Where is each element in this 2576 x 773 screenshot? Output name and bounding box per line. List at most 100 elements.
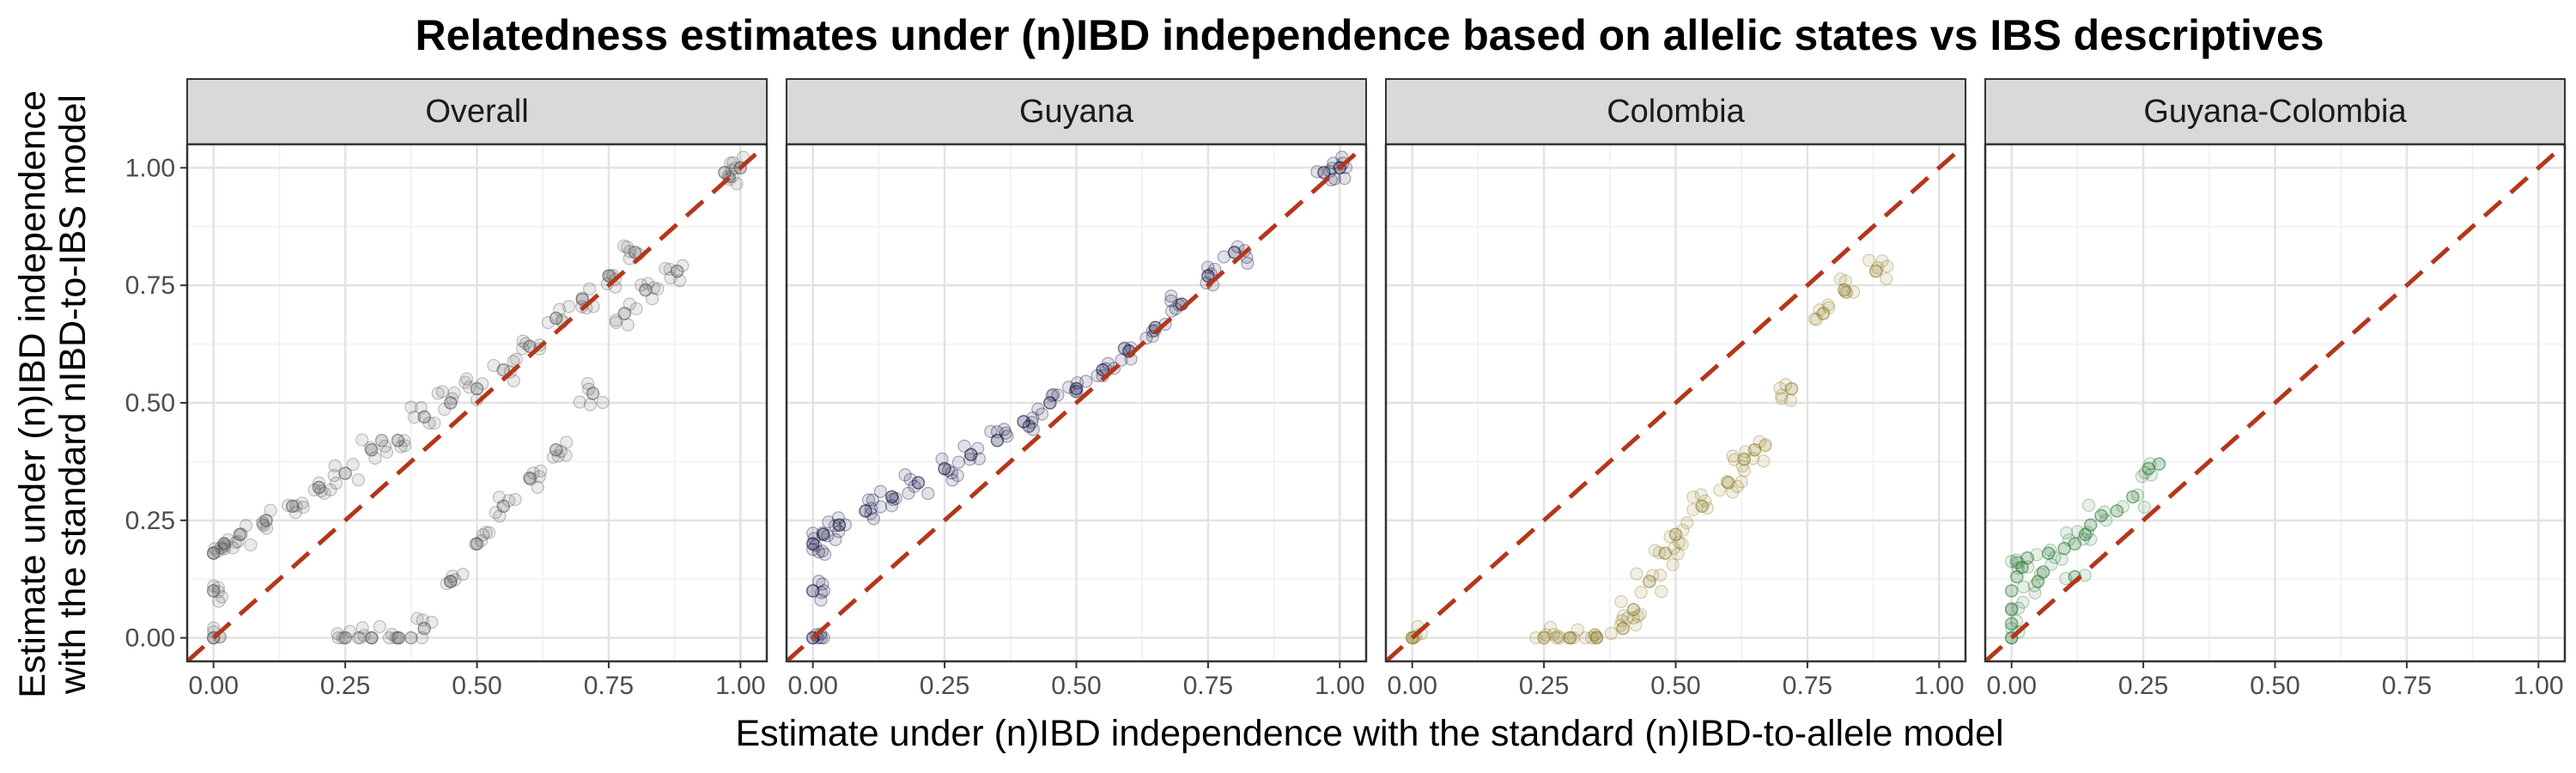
data-point xyxy=(670,265,684,278)
data-point xyxy=(2116,500,2129,514)
x-tick-label: 0.25 xyxy=(320,672,370,700)
data-point xyxy=(385,628,399,642)
data-point xyxy=(2030,548,2044,562)
x-tick-label: 0.50 xyxy=(2250,672,2300,700)
data-point xyxy=(957,439,971,453)
data-point xyxy=(1217,250,1231,264)
strip-label: Guyana-Colombia xyxy=(2143,94,2407,130)
data-point xyxy=(259,514,273,527)
x-tick-label: 0.25 xyxy=(1519,672,1569,700)
data-point xyxy=(1840,285,1854,299)
data-point xyxy=(580,376,595,391)
data-point xyxy=(2082,498,2096,512)
data-point xyxy=(541,316,555,330)
data-point xyxy=(336,631,349,645)
data-point xyxy=(351,473,365,487)
data-point xyxy=(1773,381,1787,395)
data-point xyxy=(1537,630,1551,645)
data-point xyxy=(444,396,458,410)
data-point xyxy=(1588,628,1601,642)
data-point xyxy=(516,334,530,348)
data-point xyxy=(676,259,690,272)
data-point xyxy=(256,515,270,529)
panel-group: Overall 0.00 0.25 0.50 0.75 1.00 0.00 0.25 0.50 0… xyxy=(125,78,2567,700)
data-point xyxy=(211,585,225,599)
data-point xyxy=(559,448,573,462)
x-tick-label: 0.25 xyxy=(920,672,969,700)
data-point xyxy=(206,546,221,560)
data-point xyxy=(256,517,270,531)
data-point xyxy=(1646,569,1660,582)
data-point xyxy=(378,440,392,453)
data-point xyxy=(2005,601,2019,615)
data-point xyxy=(726,155,740,170)
data-point xyxy=(2138,466,2152,479)
data-point xyxy=(873,484,887,498)
data-point xyxy=(575,292,589,307)
data-point xyxy=(474,533,489,548)
data-point xyxy=(207,546,221,560)
data-point xyxy=(832,518,847,533)
data-point xyxy=(2004,584,2019,598)
data-point xyxy=(1753,435,1766,448)
data-point xyxy=(509,352,523,366)
data-point xyxy=(903,472,917,486)
data-point xyxy=(1045,388,1059,403)
data-point xyxy=(620,240,635,254)
data-point xyxy=(1833,272,1848,286)
data-point xyxy=(459,372,474,386)
data-point xyxy=(623,245,637,259)
x-tick-label: 1.00 xyxy=(1914,672,1964,700)
data-point xyxy=(295,496,309,510)
data-point xyxy=(1822,301,1836,314)
data-point xyxy=(1783,393,1798,407)
data-point xyxy=(586,386,600,400)
data-point xyxy=(1758,439,1772,453)
data-point xyxy=(470,381,484,396)
data-point xyxy=(951,455,966,469)
x-tick-label: 0.00 xyxy=(787,672,837,700)
data-point xyxy=(1695,499,1709,514)
x-tick-label: 0.50 xyxy=(1051,672,1101,700)
data-point xyxy=(532,470,546,484)
data-point xyxy=(1838,283,1851,297)
data-point xyxy=(583,398,597,411)
data-point xyxy=(2009,553,2024,567)
data-point xyxy=(807,532,821,545)
data-point xyxy=(328,459,342,472)
data-point xyxy=(831,511,845,525)
data-point xyxy=(351,631,365,645)
data-point xyxy=(1847,285,1861,299)
data-point xyxy=(444,575,458,588)
x-tick-label: 0.75 xyxy=(2382,672,2432,700)
data-point xyxy=(1663,530,1677,544)
data-point xyxy=(1164,294,1178,307)
data-point xyxy=(355,433,369,447)
data-point xyxy=(1317,166,1331,180)
data-point xyxy=(829,533,842,546)
data-point xyxy=(1604,626,1619,641)
data-point xyxy=(641,277,655,290)
data-point xyxy=(1735,475,1748,489)
panel-guyana-colombia: Guyana-Colombia 0.00 0.25 0.50 0.75 1.00 xyxy=(1984,78,2567,700)
data-point xyxy=(404,631,418,645)
data-point xyxy=(355,621,369,635)
data-point xyxy=(1728,453,1741,466)
data-point xyxy=(1680,516,1694,530)
data-point xyxy=(1658,546,1672,560)
data-point xyxy=(1043,396,1057,410)
data-point xyxy=(2027,579,2041,593)
y-tick-label: 0.75 xyxy=(125,271,175,300)
data-point xyxy=(476,377,489,391)
data-point xyxy=(1115,353,1128,367)
data-point xyxy=(331,627,344,641)
data-point xyxy=(476,528,490,542)
data-point xyxy=(1746,452,1760,466)
data-point xyxy=(2009,556,2023,569)
data-point xyxy=(1164,289,1178,303)
data-point xyxy=(2005,554,2019,569)
data-point xyxy=(357,629,371,642)
data-point xyxy=(1880,259,1894,273)
data-point xyxy=(884,490,899,504)
